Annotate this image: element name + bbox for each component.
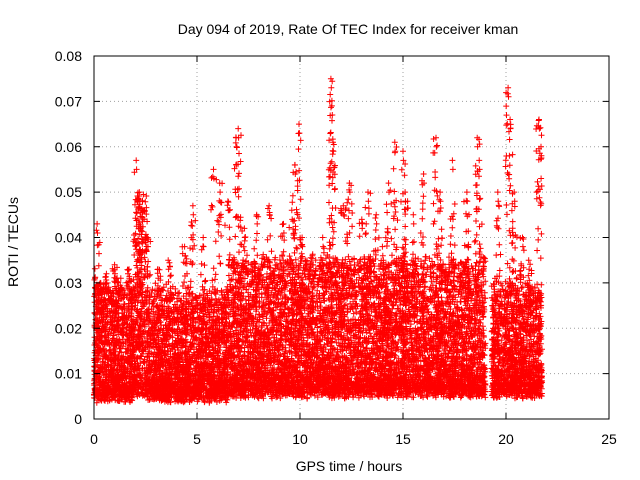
chart-title: Day 094 of 2019, Rate Of TEC Index for r…	[178, 21, 519, 37]
data-point	[93, 399, 100, 406]
data-points	[91, 75, 545, 406]
